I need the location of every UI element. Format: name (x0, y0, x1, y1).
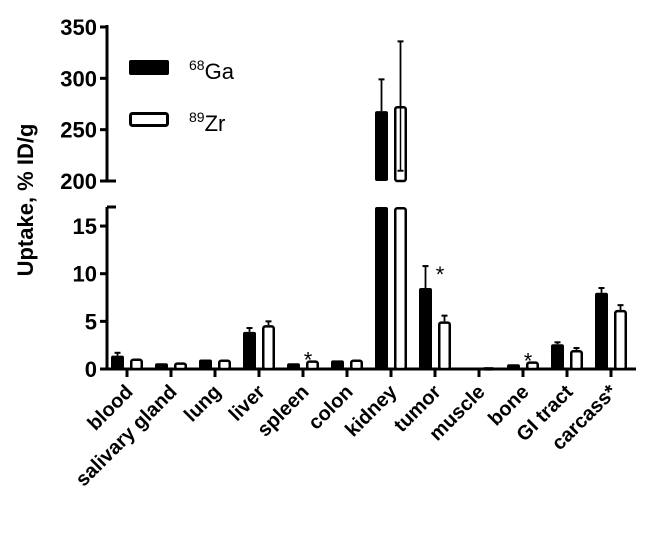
y-tick-label: 0 (85, 357, 97, 382)
y-tick-label: 5 (85, 309, 97, 334)
legend: 68Ga 89Zr (129, 57, 235, 136)
bar-68Ga-liver (243, 327, 256, 369)
legend-item-89Zr: 89Zr (129, 109, 225, 136)
bar-89Zr-spleen (306, 360, 319, 371)
y-axis-label: Uptake, % ID/g (13, 124, 38, 277)
bar-68Ga-blood (111, 351, 124, 369)
significance-star: * (436, 262, 445, 287)
bar-89Zr-bone (526, 361, 539, 371)
y-tick-label: 300 (60, 66, 97, 91)
bar-68Ga-colon (331, 360, 344, 369)
bar-68Ga-muscle (463, 367, 476, 370)
bar-68Ga-carcass- (595, 286, 608, 369)
y-tick-label: 250 (60, 118, 97, 143)
bar-68Ga-gi-tract (551, 341, 564, 369)
legend-label: 89Zr (189, 109, 225, 136)
legend-item-68Ga: 68Ga (129, 57, 235, 84)
legend-swatch-filled-icon (129, 60, 169, 75)
bar-68Ga-bone (507, 364, 520, 369)
significance-star: * (304, 347, 313, 372)
bar-89Zr-carcass- (614, 304, 627, 371)
bar-68Ga-tumor (419, 265, 432, 369)
bar-89Zr-salivary-gland (174, 362, 187, 371)
category-label: lung (180, 381, 225, 426)
bar-89Zr-liver (262, 320, 275, 371)
significance-star: * (524, 348, 533, 373)
bars: * * * (111, 40, 627, 373)
bar-68Ga-salivary-gland (155, 363, 168, 369)
y-tick-label: 10 (73, 262, 97, 287)
bar-89Zr-colon (350, 359, 363, 371)
bar-89Zr-blood (130, 358, 143, 371)
bar-89Zr-muscle (482, 367, 495, 371)
bar-68Ga-lung (199, 359, 212, 369)
y-tick-label: 200 (60, 169, 97, 194)
legend-swatch-open-icon (129, 112, 169, 127)
legend-label: 68Ga (189, 57, 235, 84)
bar-68Ga-kidney (375, 78, 388, 369)
y-tick-label: 350 (60, 15, 97, 40)
bar-68Ga-spleen (287, 363, 300, 369)
bar-89Zr-kidney (394, 40, 407, 371)
bar-89Zr-tumor (438, 314, 451, 371)
axes: 200 250 300 350 0 5 10 15 (60, 15, 636, 382)
bar-89Zr-gi-tract (570, 347, 583, 371)
bar-89Zr-lung (218, 359, 231, 371)
y-axis-title: Uptake, % ID/g (13, 124, 38, 277)
y-tick-label: 15 (73, 214, 97, 239)
